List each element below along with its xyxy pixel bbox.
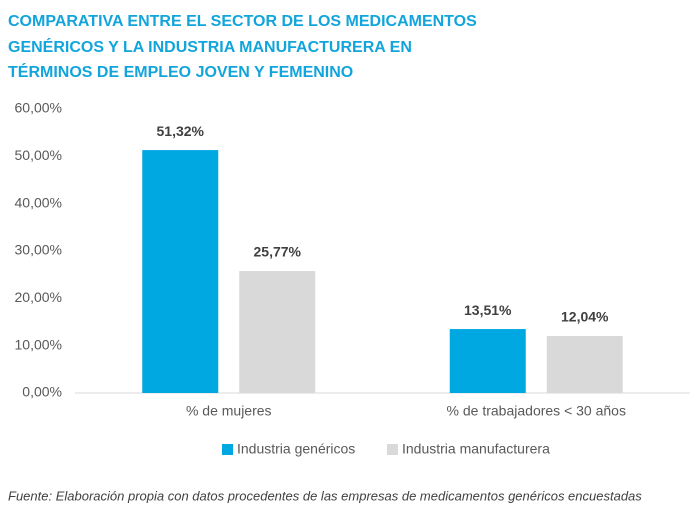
bar [546,336,623,393]
y-tick-label: 40,00% [15,194,62,210]
y-tick-label: 0,00% [22,384,62,400]
value-label: 12,04% [561,309,609,325]
y-tick-label: 50,00% [15,147,62,163]
y-tick-label: 30,00% [15,242,62,258]
legend-swatch [222,444,233,455]
source-note: Fuente: Elaboración propia con datos pro… [8,488,642,503]
bar [142,150,219,393]
y-tick-label: 10,00% [15,336,62,352]
legend-swatch [387,444,398,455]
bar [449,329,526,393]
legend-label: Industria genéricos [237,441,355,457]
value-label: 51,32% [157,123,205,139]
x-tick-label: % de mujeres [186,403,272,419]
bar [239,271,316,393]
y-tick-label: 20,00% [15,289,62,305]
value-label: 25,77% [254,244,302,260]
y-tick-label: 60,00% [15,100,62,116]
x-tick-label: % de trabajadores < 30 años [447,403,626,419]
chart-title: GENÉRICOS Y LA INDUSTRIA MANUFACTURERA E… [8,37,412,56]
chart-title: TÉRMINOS DE EMPLEO JOVEN Y FEMENINO [8,62,353,81]
chart-title: COMPARATIVA ENTRE EL SECTOR DE LOS MEDIC… [8,13,477,30]
value-label: 13,51% [464,302,512,318]
legend-label: Industria manufacturera [402,441,550,457]
